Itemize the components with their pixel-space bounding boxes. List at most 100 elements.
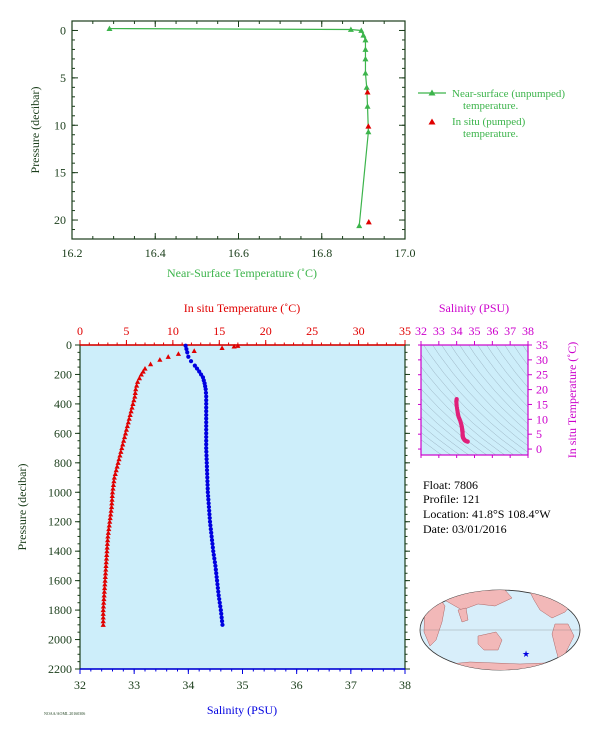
salinity-point (204, 427, 209, 432)
salinity-point (213, 563, 218, 569)
profile-ticks (75, 340, 410, 674)
pressure-tick-label: 1600 (48, 574, 72, 588)
near-surface-point (365, 128, 372, 135)
salinity-tick-label: 32 (74, 678, 86, 692)
salinity-point (205, 475, 210, 480)
float-location-star-icon: ★ (522, 649, 530, 659)
temperature-point (104, 552, 110, 557)
temperature-point (114, 463, 120, 469)
pressure-tick-label: 800 (54, 456, 72, 470)
ts-y-tick-label: 5 (536, 427, 542, 441)
pressure-tick-label: 1200 (48, 515, 72, 529)
legend-pumped-marker (428, 118, 436, 125)
temperature-tick-label: 20 (260, 324, 272, 338)
temperature-point (116, 456, 122, 462)
temperature-point (120, 441, 126, 447)
pressure-tick-label: 400 (54, 397, 72, 411)
land-antarctica (420, 661, 580, 670)
salinity-point (204, 457, 209, 462)
salinity-point (212, 560, 217, 565)
temperature-point (100, 614, 106, 620)
temperature-point (134, 379, 141, 384)
footer-code: NOAA/AOML 20160306 (44, 711, 85, 716)
salinity-point (214, 574, 219, 580)
near-surface-y-tick-label: 5 (60, 71, 66, 85)
ts-plot-background (421, 345, 528, 455)
salinity-point (210, 541, 215, 546)
near-surface-x-tick-label: 16.6 (228, 246, 249, 260)
temperature-point (129, 404, 135, 410)
ts-x-tick-labels: 32 33 34 35 36 37 38 (415, 324, 534, 338)
profile-chart: 0 5 10 15 20 25 30 35 32 33 34 35 36 37 38 0 200 400 600… (15, 301, 411, 717)
salinity-point (205, 490, 210, 495)
temperature-point (104, 541, 110, 546)
salinity-point (204, 442, 209, 447)
temperature-point (109, 497, 115, 502)
salinity-point (204, 416, 209, 421)
temperature-point (126, 416, 132, 421)
salinity-point (204, 420, 209, 425)
pressure-tick-labels: 0 200 400 600 800 1000 1200 1400 1600 1800 2000 220… (48, 338, 72, 676)
temperature-point (103, 559, 109, 565)
salinity-point (208, 526, 213, 532)
temperature-point (235, 343, 241, 348)
temperature-tick-label: 10 (167, 324, 179, 338)
ts-contour (432, 345, 528, 447)
salinity-tick-label: 33 (128, 678, 140, 692)
salinity-point (204, 434, 209, 440)
salinity-point (204, 409, 209, 414)
temperature-point (102, 585, 108, 591)
salinity-point (217, 596, 222, 602)
salinity-point (203, 390, 209, 395)
temperature-point (101, 592, 107, 598)
temperature-tick-label: 35 (399, 324, 411, 338)
near-surface-point (360, 32, 367, 38)
ts-x-tick-label: 38 (522, 324, 534, 338)
temperature-point (102, 570, 109, 576)
temperature-point (102, 581, 108, 587)
ts-contour (477, 345, 528, 408)
ts-point (465, 439, 470, 444)
near-surface-point (347, 26, 354, 32)
temperature-tick-labels: 0 5 10 15 20 25 30 35 (77, 324, 411, 338)
temperature-point (119, 445, 125, 451)
salinity-point (220, 622, 225, 627)
near-surface-point (362, 70, 369, 76)
ts-contour (522, 345, 528, 354)
salinity-point (208, 523, 213, 528)
near-surface-x-tick-label: 16.8 (311, 246, 332, 260)
near-surface-y-axis-label: Pressure (decibar) (28, 87, 42, 174)
salinity-point (205, 479, 210, 484)
salinity-tick-label: 34 (182, 678, 194, 692)
salinity-point (204, 460, 209, 465)
salinity-point (209, 538, 215, 543)
near-surface-x-tick-label: 17.0 (395, 246, 416, 260)
pressure-tick-label: 0 (66, 338, 72, 352)
near-surface-y-tick-label: 20 (54, 213, 66, 227)
salinity-point (207, 512, 212, 517)
salinity-point (204, 423, 209, 429)
salinity-point (204, 464, 209, 469)
temperature-point (133, 386, 139, 392)
temperature-point (124, 423, 130, 429)
ts-y-tick-label: 35 (536, 338, 548, 352)
salinity-tick-labels: 32 33 34 35 36 37 38 (74, 678, 411, 692)
ts-contour (421, 354, 524, 455)
temperature-point (147, 361, 154, 367)
ts-y-axis-label: In situ Temperature (˚C) (565, 342, 579, 459)
ts-x-tick-label: 33 (433, 324, 445, 338)
near-surface-point (362, 46, 369, 52)
temperature-point (108, 504, 115, 510)
near-surface-legend: Near-surface (unpumped) temperature. In … (418, 88, 565, 140)
temperature-point (107, 515, 113, 521)
near-surface-x-tick-label: 16.4 (145, 246, 166, 260)
salinity-point (204, 445, 209, 451)
legend-pumped-line2: temperature. (463, 128, 519, 140)
temperature-point (140, 368, 146, 374)
land-india-sea (457, 607, 469, 623)
ts-contour (450, 345, 528, 432)
salinity-point (206, 501, 211, 506)
salinity-point (214, 571, 219, 576)
near-surface-point (106, 25, 113, 31)
ts-contour (459, 345, 528, 425)
